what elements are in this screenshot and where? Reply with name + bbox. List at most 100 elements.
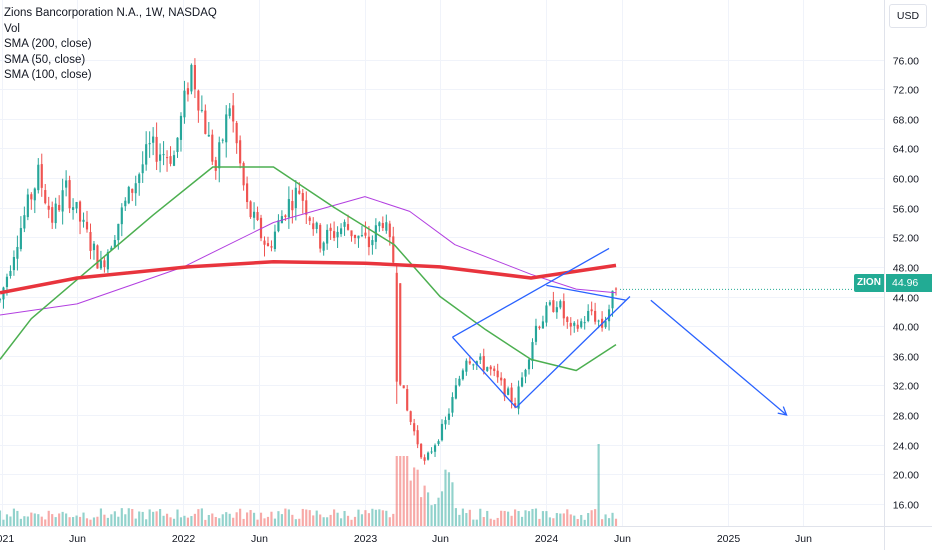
indicator-sma-100[interactable]: SMA (100, close) xyxy=(4,69,92,81)
volume-bar xyxy=(406,456,409,526)
candle-body xyxy=(413,423,416,432)
candle-body xyxy=(246,183,249,203)
candle-body xyxy=(152,136,155,143)
candle-body xyxy=(312,223,315,230)
volume-bar xyxy=(346,515,350,526)
candle-body xyxy=(305,200,308,215)
volume-bar xyxy=(58,513,61,526)
candle-body xyxy=(256,212,259,220)
candle-body xyxy=(242,163,245,186)
price-tick-label: 20.00 xyxy=(893,470,919,482)
candle-body xyxy=(444,420,447,425)
candle-body xyxy=(225,114,228,143)
time-tick-label: Jun xyxy=(251,533,268,545)
volume-bar xyxy=(99,508,103,526)
volume-bar xyxy=(433,504,437,526)
candle-body xyxy=(461,370,464,380)
volume-bar xyxy=(179,517,183,526)
indicator-sma-200[interactable]: SMA (200, close) xyxy=(4,38,92,50)
candle-body xyxy=(426,452,430,460)
volume-bar xyxy=(12,508,16,526)
candle-body xyxy=(538,326,541,329)
indicator-sma-50[interactable]: SMA (50, close) xyxy=(4,53,86,66)
indicator-vol[interactable]: Vol xyxy=(4,22,20,35)
candle-body xyxy=(378,222,381,227)
projection_arrow xyxy=(650,299,787,416)
volume-bar xyxy=(200,508,203,526)
candle-body xyxy=(287,199,290,218)
price-tick-label: 24.00 xyxy=(893,441,919,453)
volume-bar xyxy=(333,509,336,526)
candle-body xyxy=(179,115,183,140)
candle-body xyxy=(395,272,398,382)
candle-body xyxy=(214,160,217,171)
volume-bar xyxy=(583,519,586,526)
volume-bar xyxy=(381,510,384,526)
volume-bar xyxy=(218,518,221,526)
candle-body xyxy=(61,190,64,212)
candle-body xyxy=(517,386,520,409)
volume-bar xyxy=(395,456,398,526)
candle-body xyxy=(385,222,388,231)
candle-body xyxy=(552,300,555,312)
candle-body xyxy=(19,228,22,250)
candle-body xyxy=(611,290,614,309)
price-tick-label: 76.00 xyxy=(893,56,919,68)
candle-body xyxy=(468,361,471,364)
volume-bar xyxy=(117,516,120,526)
candle-body xyxy=(392,236,395,263)
price-tick-label: 32.00 xyxy=(893,381,919,393)
volume-bar xyxy=(291,514,294,526)
time-tick-label: 2025 xyxy=(717,533,741,545)
candle-body xyxy=(604,321,607,328)
volume-bar xyxy=(426,492,430,526)
volume-bar xyxy=(350,519,353,526)
volume-bar xyxy=(266,516,270,526)
candle-body xyxy=(541,321,545,329)
volume-bar xyxy=(590,510,593,526)
volume-bar xyxy=(371,508,374,526)
volume-bar xyxy=(78,516,82,526)
currency-button[interactable]: USD xyxy=(889,4,927,28)
candle-body xyxy=(232,105,235,122)
candle-body xyxy=(106,251,109,270)
candle-body xyxy=(367,236,370,248)
trendline xyxy=(546,284,627,301)
volume-bar xyxy=(312,515,315,526)
volume-bar xyxy=(374,509,377,526)
candle-body xyxy=(479,356,482,360)
time-tick-label: 2021 xyxy=(0,533,14,545)
volume-bar xyxy=(322,517,325,526)
candle-body xyxy=(96,245,99,269)
candle-body xyxy=(134,183,137,194)
volume-bar xyxy=(420,497,423,526)
volume-bar xyxy=(357,509,360,526)
volume-bar xyxy=(315,510,318,526)
candle-body xyxy=(503,378,506,397)
volume-bar xyxy=(531,508,534,526)
volume-bar xyxy=(54,517,57,526)
candle-body xyxy=(33,188,36,201)
candle-body xyxy=(569,322,572,327)
volume-bar xyxy=(447,472,451,526)
candle-body xyxy=(315,222,318,229)
volume-bar xyxy=(569,514,572,526)
time-axis[interactable]: 2021 Jun 2022 Jun 2023 Jun 2024 Jun 2025 Jun xyxy=(0,526,932,546)
candle-body xyxy=(583,322,586,324)
volume-bar xyxy=(225,512,228,526)
candle-body xyxy=(562,301,565,319)
volume-bar xyxy=(37,514,40,526)
candle-body xyxy=(266,243,270,246)
volume-bar xyxy=(113,511,116,526)
volume-bar xyxy=(392,513,395,526)
candle-body xyxy=(120,207,123,225)
candle-body xyxy=(235,122,238,144)
volume-bar xyxy=(287,509,290,526)
candle-body xyxy=(402,385,405,389)
candle-body xyxy=(138,174,141,184)
candle-body xyxy=(68,180,71,209)
candle-body xyxy=(221,139,224,141)
volume-bar xyxy=(524,510,527,526)
volume-bar xyxy=(527,511,531,526)
